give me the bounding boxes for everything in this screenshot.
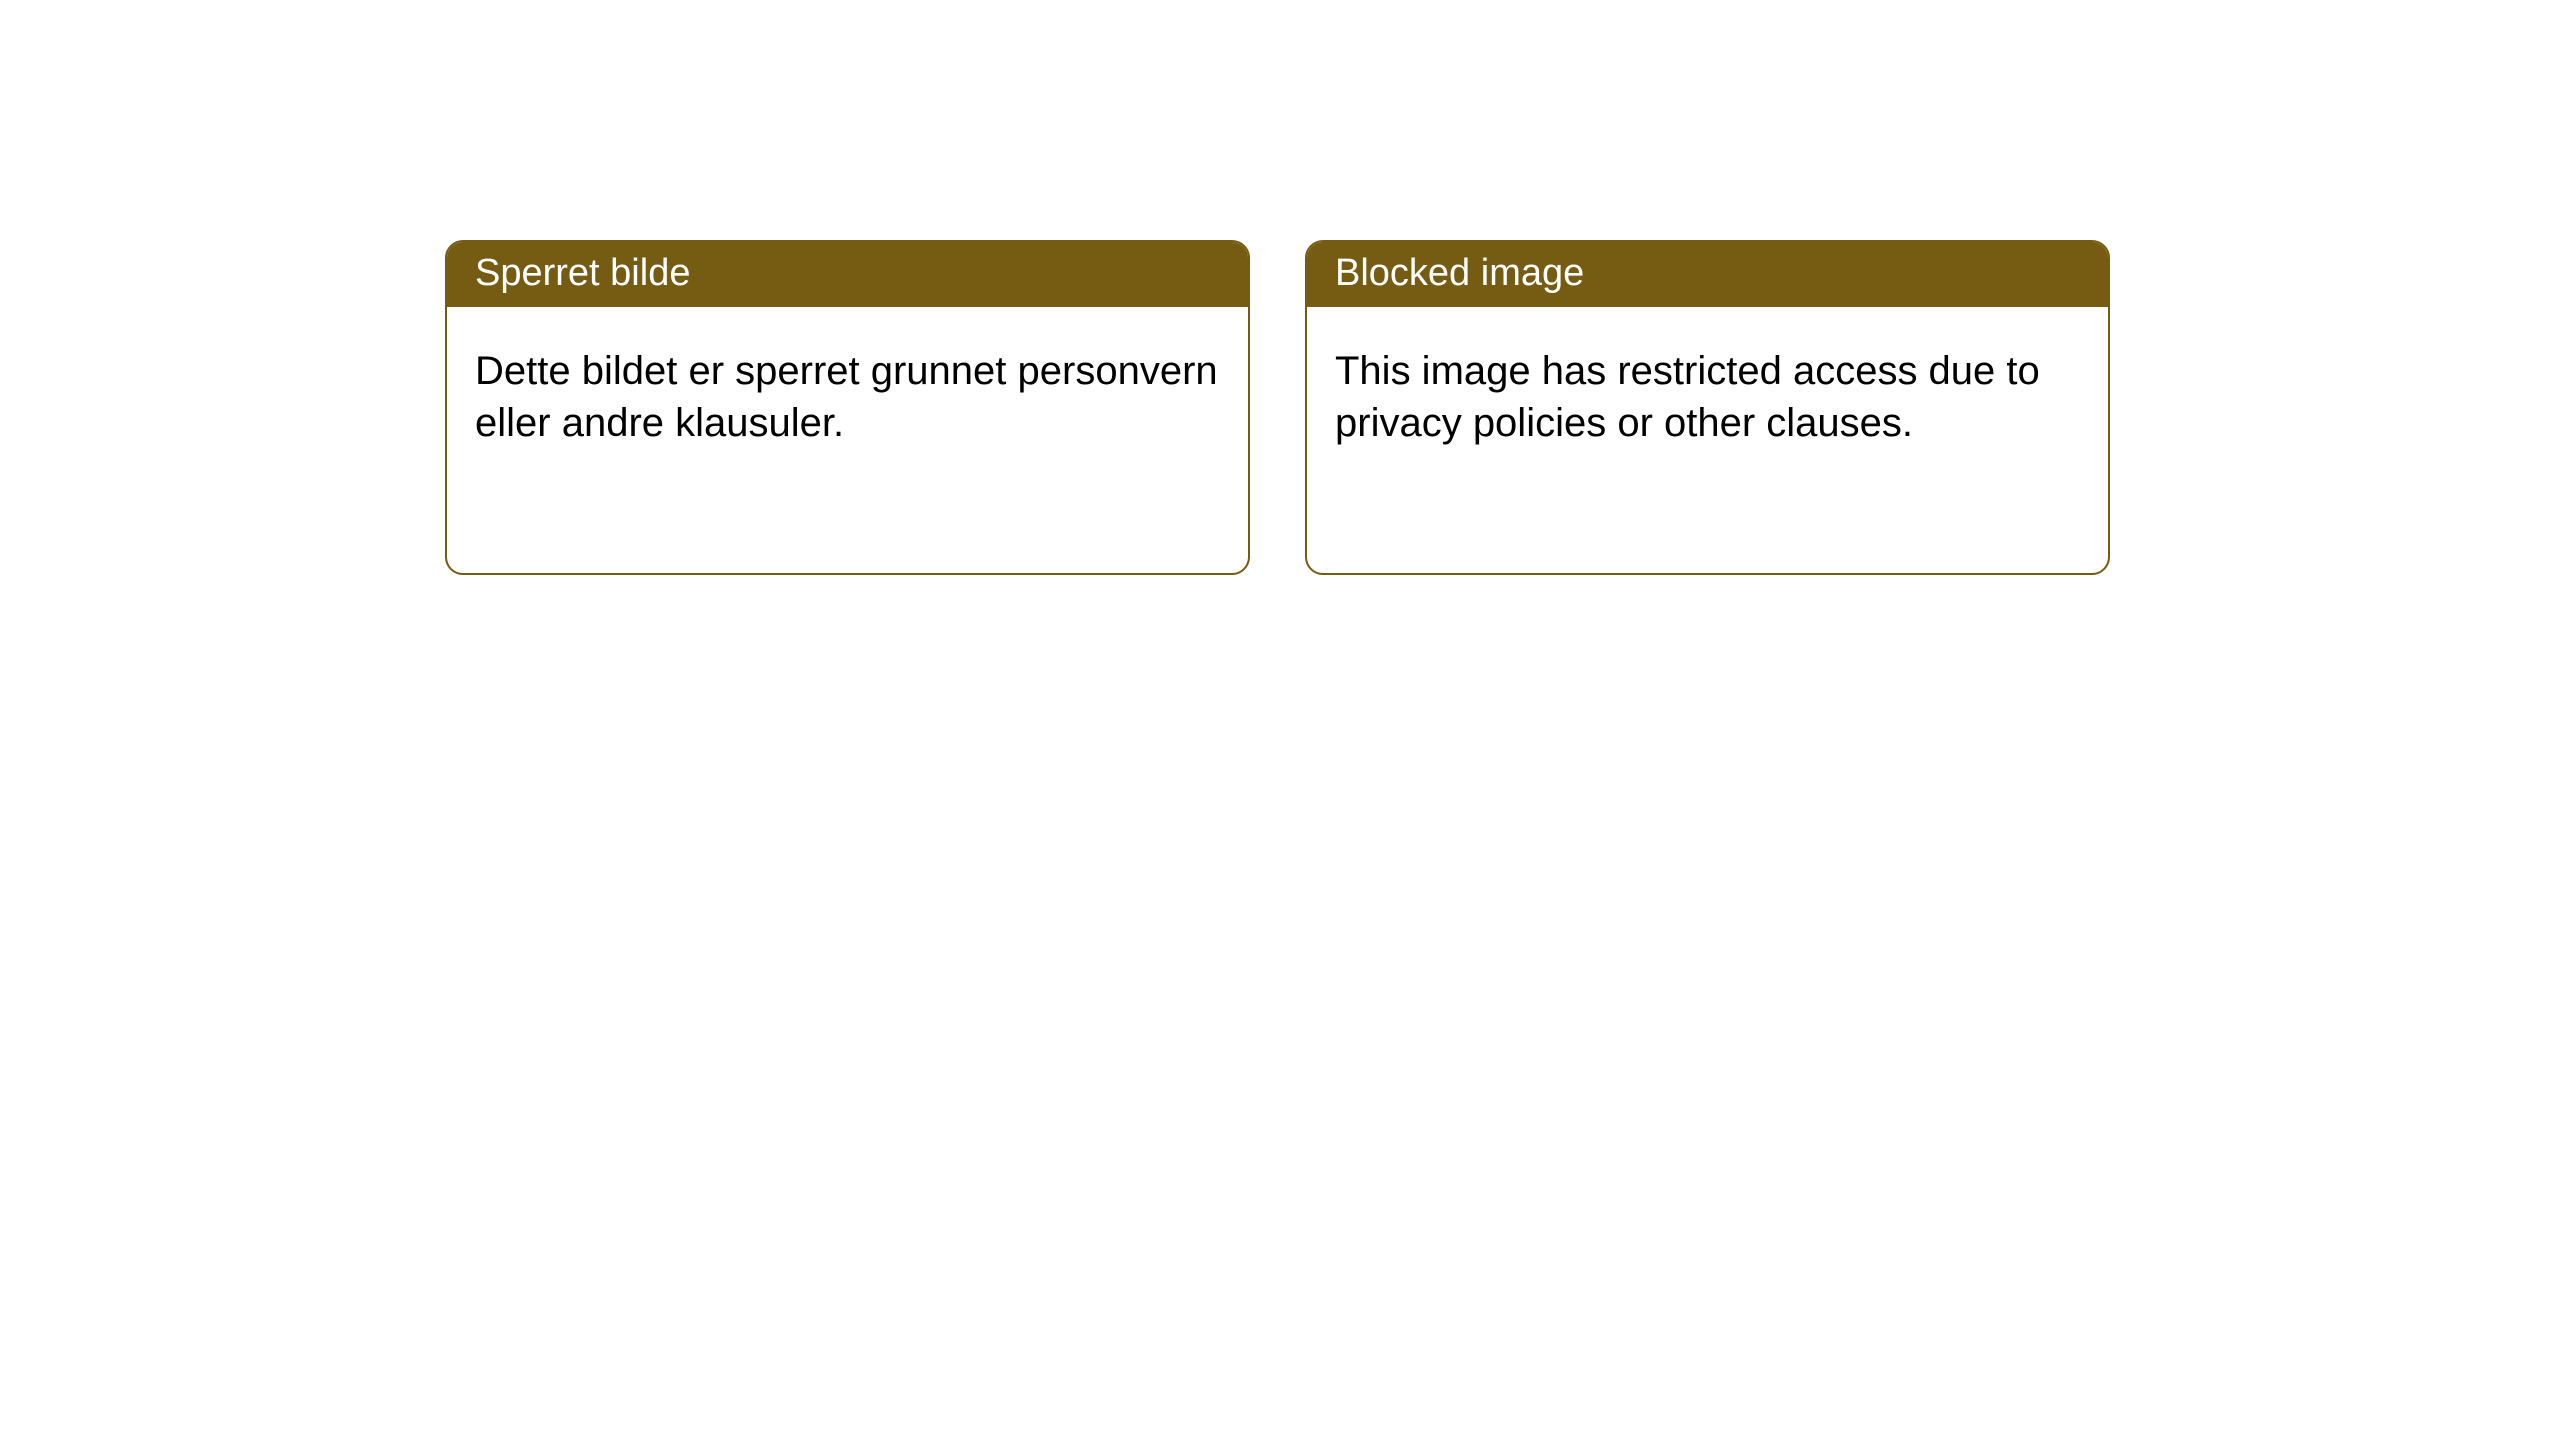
notice-container: Sperret bilde Dette bildet er sperret gr… xyxy=(0,0,2560,575)
notice-text: Dette bildet er sperret grunnet personve… xyxy=(475,349,1218,445)
notice-card-norwegian: Sperret bilde Dette bildet er sperret gr… xyxy=(445,240,1250,575)
notice-title: Blocked image xyxy=(1335,252,1584,294)
notice-text: This image has restricted access due to … xyxy=(1335,349,2040,445)
notice-title: Sperret bilde xyxy=(475,252,690,294)
notice-header: Sperret bilde xyxy=(447,242,1248,307)
notice-card-english: Blocked image This image has restricted … xyxy=(1305,240,2110,575)
notice-body: Dette bildet er sperret grunnet personve… xyxy=(447,307,1248,477)
notice-body: This image has restricted access due to … xyxy=(1307,307,2108,477)
notice-header: Blocked image xyxy=(1307,242,2108,307)
